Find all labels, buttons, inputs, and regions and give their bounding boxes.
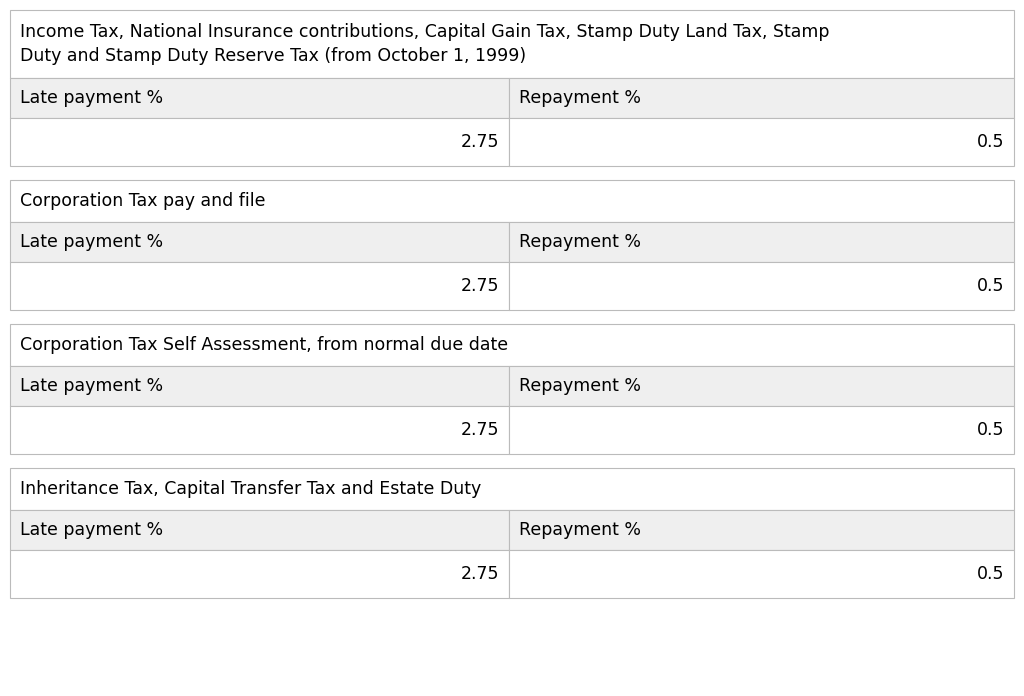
Bar [509, 510, 1014, 550]
Text: Late payment %: Late payment % [20, 233, 163, 251]
Text: 2.75: 2.75 [461, 133, 499, 151]
Bar [10, 324, 1014, 366]
Text: Repayment %: Repayment % [519, 233, 641, 251]
Bar [10, 10, 1014, 78]
Bar [10, 468, 1014, 510]
Bar [509, 366, 1014, 406]
Text: Inheritance Tax, Capital Transfer Tax and Estate Duty: Inheritance Tax, Capital Transfer Tax an… [20, 480, 481, 498]
Bar [509, 406, 1014, 454]
Text: Repayment %: Repayment % [519, 377, 641, 395]
Bar [10, 118, 509, 166]
Text: 2.75: 2.75 [461, 421, 499, 439]
Text: 0.5: 0.5 [977, 421, 1004, 439]
Bar [10, 180, 1014, 222]
Text: 0.5: 0.5 [977, 277, 1004, 295]
Text: Repayment %: Repayment % [519, 89, 641, 107]
Bar [10, 78, 509, 118]
Text: Corporation Tax Self Assessment, from normal due date: Corporation Tax Self Assessment, from no… [20, 336, 508, 354]
Text: Corporation Tax pay and file: Corporation Tax pay and file [20, 192, 265, 210]
Text: Late payment %: Late payment % [20, 89, 163, 107]
Text: 2.75: 2.75 [461, 565, 499, 583]
Bar [10, 550, 509, 598]
Bar [509, 262, 1014, 310]
Bar [10, 262, 509, 310]
Bar [10, 222, 509, 262]
Bar [509, 118, 1014, 166]
Bar [509, 78, 1014, 118]
Bar [10, 366, 509, 406]
Text: 0.5: 0.5 [977, 133, 1004, 151]
Text: Late payment %: Late payment % [20, 521, 163, 539]
Text: 2.75: 2.75 [461, 277, 499, 295]
Text: Late payment %: Late payment % [20, 377, 163, 395]
Bar [509, 550, 1014, 598]
Text: Income Tax, National Insurance contributions, Capital Gain Tax, Stamp Duty Land : Income Tax, National Insurance contribut… [20, 23, 829, 65]
Bar [509, 222, 1014, 262]
Bar [10, 510, 509, 550]
Text: 0.5: 0.5 [977, 565, 1004, 583]
Text: Repayment %: Repayment % [519, 521, 641, 539]
Bar [10, 406, 509, 454]
